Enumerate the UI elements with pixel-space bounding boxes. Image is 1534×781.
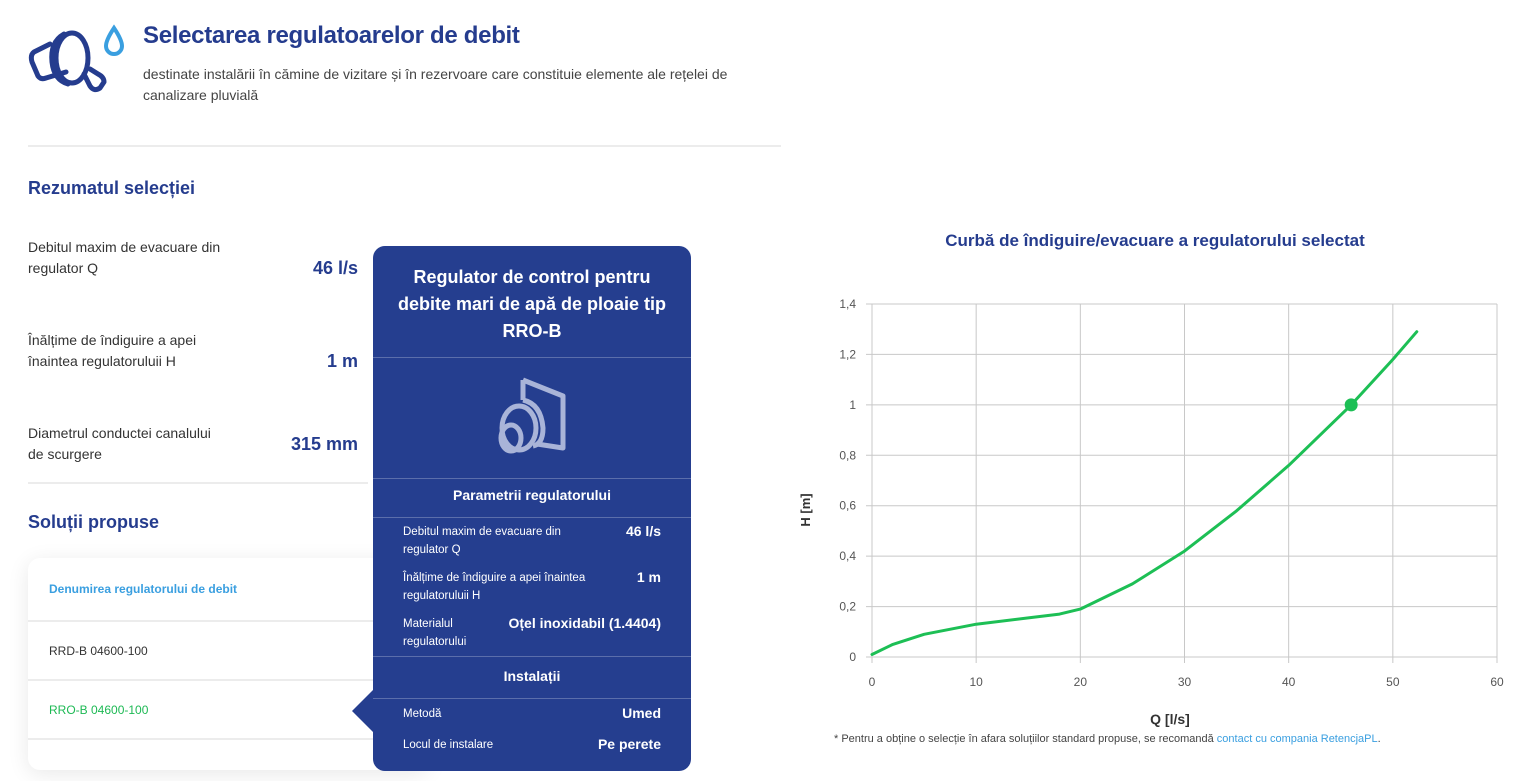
param-row-flow: Debitul maxim de evacuare din regulator … bbox=[403, 523, 661, 561]
discharge-curve-line bbox=[870, 330, 1419, 656]
summary-value: 46 l/s bbox=[312, 258, 358, 278]
summary-label: Debitul maxim de evacuare din regulator … bbox=[28, 239, 221, 276]
svg-text:0,2: 0,2 bbox=[839, 600, 856, 614]
y-axis-ticks: 0 0,2 0,4 0,6 0,8 1 1,2 1,4 bbox=[839, 297, 856, 664]
footnote-end: . bbox=[1377, 733, 1381, 745]
selected-point-marker[interactable] bbox=[1344, 398, 1358, 412]
svg-text:40: 40 bbox=[1282, 675, 1296, 689]
footnote-text: * Pentru a obține o selecție în afara so… bbox=[834, 733, 1217, 745]
svg-text:0,6: 0,6 bbox=[839, 499, 856, 513]
summary-row-height: Înălțime de îndiguire a apei înaintea re… bbox=[28, 330, 358, 394]
divider bbox=[373, 698, 691, 699]
summary-label: Diametrul conductei canalului de scurger… bbox=[28, 425, 211, 462]
solutions-table: Denumirea regulatorului de debit RRD-B 0… bbox=[28, 558, 428, 770]
regulator-name: RRO-B 04600-100 bbox=[49, 703, 149, 717]
regulator-details-popup: Regulator de control pentru debite mari … bbox=[373, 246, 691, 771]
discharge-curve-chart: 0 0,2 0,4 0,6 0,8 1 1,2 1,4 0 10 20 30 40 50 60 H [m]… bbox=[798, 297, 1504, 727]
summary-divider bbox=[28, 482, 368, 484]
svg-text:0,4: 0,4 bbox=[839, 549, 856, 563]
install-value: Umed bbox=[622, 705, 661, 721]
param-label: Debitul maxim de evacuare din regulator … bbox=[403, 526, 561, 556]
svg-text:30: 30 bbox=[1178, 675, 1192, 689]
summary-title: Rezumatul selecției bbox=[28, 178, 196, 198]
svg-text:20: 20 bbox=[1074, 675, 1088, 689]
regulator-name: RRD-B 04600-100 bbox=[49, 644, 148, 658]
summary-value: 1 m bbox=[326, 351, 358, 371]
param-row-material: Materialul regulatorului Oțel inoxidabil… bbox=[403, 615, 661, 653]
svg-text:1,4: 1,4 bbox=[839, 297, 856, 311]
params-section-title: Parametrii regulatorului bbox=[453, 487, 611, 503]
divider bbox=[373, 517, 691, 518]
install-label: Locul de instalare bbox=[403, 739, 494, 751]
param-value: Oțel inoxidabil (1.4404) bbox=[508, 615, 662, 631]
y-axis-label: H [m] bbox=[798, 493, 813, 526]
popup-title: Regulator de control pentru debite mari … bbox=[397, 267, 667, 341]
regulator-product-icon bbox=[498, 377, 566, 454]
table-header: Denumirea regulatorului de debit bbox=[28, 558, 428, 622]
solutions-title: Soluții propuse bbox=[28, 512, 160, 532]
svg-text:1,2: 1,2 bbox=[839, 347, 856, 361]
param-row-height: Înălțime de îndiguire a apei înaintea re… bbox=[403, 569, 661, 607]
page-header: Selectarea regulatoarelor de debit desti… bbox=[28, 20, 788, 110]
page-title: Selectarea regulatoarelor de debit bbox=[143, 22, 520, 49]
svg-text:10: 10 bbox=[969, 675, 983, 689]
summary-label: Înălțime de îndiguire a apei înaintea re… bbox=[28, 332, 197, 369]
install-row-method: Metodă Umed bbox=[403, 705, 661, 725]
install-value: Pe perete bbox=[597, 736, 661, 752]
svg-text:0: 0 bbox=[869, 675, 876, 689]
install-section-title: Instalații bbox=[503, 668, 561, 684]
param-label: Înălțime de îndiguire a apei înaintea re… bbox=[403, 572, 586, 602]
svg-text:0: 0 bbox=[849, 650, 856, 664]
svg-text:1: 1 bbox=[849, 398, 856, 412]
divider bbox=[373, 656, 691, 657]
install-label: Metodă bbox=[403, 708, 442, 720]
popup-pointer bbox=[352, 689, 374, 733]
summary-value: 315 mm bbox=[290, 434, 358, 454]
column-header-name: Denumirea regulatorului de debit bbox=[49, 582, 238, 596]
param-value: 1 m bbox=[636, 569, 661, 585]
svg-text:50: 50 bbox=[1386, 675, 1400, 689]
chart-grid bbox=[866, 303, 1498, 663]
svg-text:0,8: 0,8 bbox=[839, 448, 856, 462]
svg-text:60: 60 bbox=[1490, 675, 1504, 689]
param-label: Materialul regulatorului bbox=[403, 618, 467, 648]
table-row-selected[interactable]: RRO-B 04600-100 bbox=[28, 681, 428, 740]
contact-link[interactable]: contact cu compania RetencjaPL bbox=[1216, 733, 1378, 745]
page-subtitle: destinate instalării în cămine de vizita… bbox=[143, 66, 728, 103]
flow-regulator-water-drop-icon bbox=[28, 24, 125, 93]
chart-title: Curbă de îndiguire/evacuare a regulatoru… bbox=[945, 231, 1365, 250]
install-row-location: Locul de instalare Pe perete bbox=[403, 736, 661, 756]
header-divider bbox=[28, 145, 781, 147]
chart-footnote: * Pentru a obține o selecție în afara so… bbox=[834, 733, 1381, 745]
summary-row-diameter: Diametrul conductei canalului de scurger… bbox=[28, 423, 358, 467]
divider bbox=[373, 478, 691, 479]
x-axis-label: Q [l/s] bbox=[1150, 711, 1190, 727]
summary-row-flow: Debitul maxim de evacuare din regulator … bbox=[28, 237, 358, 301]
param-value: 46 l/s bbox=[625, 523, 661, 539]
table-row[interactable]: RRD-B 04600-100 bbox=[28, 622, 428, 681]
x-axis-ticks: 0 10 20 30 40 50 60 bbox=[869, 675, 1504, 689]
divider bbox=[373, 357, 691, 358]
